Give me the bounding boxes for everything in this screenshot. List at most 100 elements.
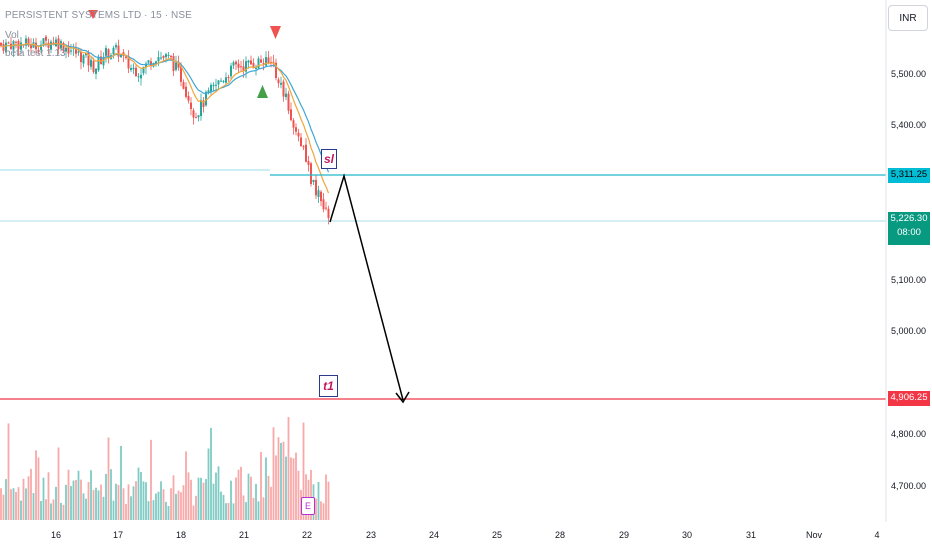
candle-body: [250, 60, 252, 65]
volume-bar: [310, 469, 312, 520]
volume-bar: [227, 502, 230, 520]
volume-bar: [10, 489, 12, 520]
candle-body: [230, 65, 232, 77]
candle-body: [255, 67, 257, 70]
candle-body: [145, 63, 147, 68]
candle-body: [175, 62, 177, 70]
volume-bar: [182, 485, 185, 520]
candle-body: [247, 60, 250, 63]
candle-body: [240, 66, 242, 68]
volume-bar: [15, 491, 17, 520]
candle-body: [227, 76, 230, 79]
volume-bar: [197, 477, 200, 520]
volume-bar: [65, 484, 67, 520]
volume-bar: [127, 484, 130, 520]
candle-body: [117, 45, 120, 57]
candle-body: [312, 179, 315, 183]
candle-body: [327, 208, 330, 218]
sl-label[interactable]: sl: [321, 149, 337, 169]
candle-body: [112, 47, 115, 55]
volume-bar: [122, 488, 125, 520]
volume-bar: [270, 486, 272, 520]
candle-body: [15, 41, 17, 43]
candles: [0, 35, 330, 225]
volume-bar: [302, 422, 305, 520]
volume-bar: [12, 488, 15, 520]
candle-body: [167, 54, 170, 56]
volume-bar: [272, 427, 275, 520]
candle-body: [67, 46, 70, 54]
volume-bar: [217, 466, 220, 520]
volume-bar: [142, 481, 145, 520]
candle-body: [97, 57, 100, 71]
time-axis-tick: 23: [365, 530, 377, 540]
candle-body: [307, 161, 310, 165]
currency-button[interactable]: INR: [888, 5, 928, 31]
candle-body: [310, 163, 312, 184]
candle-body: [127, 56, 130, 69]
time-axis-tick: 31: [745, 530, 757, 540]
projection-path[interactable]: [329, 173, 404, 401]
sell-signal-arrow: [270, 26, 281, 39]
candle-body: [200, 99, 202, 117]
time-axis-tick: 28: [554, 530, 566, 540]
volume-bar: [152, 500, 155, 520]
volume-bar: [32, 493, 35, 520]
candle-body: [2, 44, 5, 51]
volume-bar: [27, 476, 30, 520]
t1-label[interactable]: t1: [319, 375, 338, 397]
volume-bar: [257, 501, 260, 520]
volume-bar: [77, 470, 80, 520]
candle-body: [182, 82, 185, 89]
volume-bar: [115, 483, 117, 520]
sell-signal-arrow: [88, 10, 98, 19]
candle-body: [275, 62, 277, 78]
volume-bar: [7, 423, 10, 520]
candle-body: [245, 61, 247, 72]
volume-bar: [195, 495, 197, 520]
volume-bar: [297, 470, 300, 520]
candle-body: [260, 59, 262, 63]
candle-body: [147, 60, 150, 63]
time-axis-tick: 24: [428, 530, 440, 540]
volume-bar: [275, 455, 277, 520]
volume-bar: [92, 489, 95, 520]
volume-bar: [67, 469, 70, 520]
candle-body: [305, 144, 307, 162]
candle-body: [180, 66, 182, 82]
volume-bar: [135, 481, 137, 520]
time-axis-tick: 25: [491, 530, 503, 540]
earnings-marker[interactable]: E: [301, 497, 315, 515]
candle-body: [7, 42, 10, 44]
candle-body: [120, 54, 122, 58]
volume-bar: [42, 477, 45, 520]
volume-bar: [90, 470, 92, 520]
price-axis-tick: 5,000.00: [891, 326, 927, 337]
volume-bar: [57, 447, 60, 520]
time-axis-tick: 22: [301, 530, 313, 540]
candle-body: [155, 61, 157, 64]
price-axis-tick: 4,800.00: [891, 429, 927, 440]
candle-body: [95, 68, 97, 74]
candle-body: [130, 68, 132, 70]
volume-bar: [157, 491, 160, 520]
candle-body: [50, 41, 52, 50]
candle-body: [315, 179, 317, 196]
volume-bar: [290, 457, 292, 520]
volume-bar: [295, 452, 297, 520]
volume-bar: [45, 499, 47, 520]
candle-body: [285, 93, 287, 98]
volume-bar: [277, 437, 280, 520]
volume-bar: [145, 482, 147, 520]
candle-body: [190, 102, 192, 109]
price-axis-tick: 5,100.00: [891, 274, 927, 285]
time-axis-tick: Nov: [805, 530, 823, 540]
volume-bar: [202, 482, 205, 520]
candle-body: [220, 80, 222, 82]
candle-body: [297, 132, 300, 137]
candle-body: [242, 66, 245, 71]
volume-bar: [82, 493, 85, 520]
candle-body: [215, 84, 217, 86]
bar-countdown: 08:00: [897, 227, 921, 238]
